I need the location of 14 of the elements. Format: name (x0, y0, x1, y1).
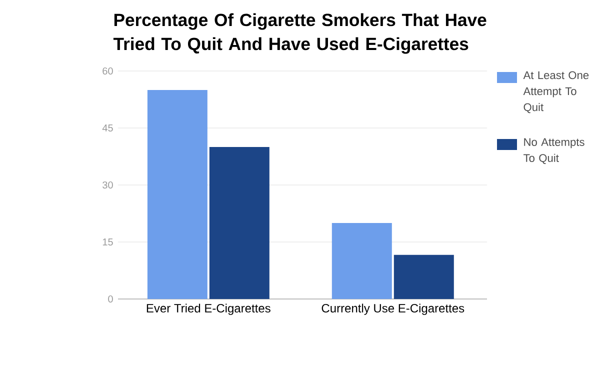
y-tick-label: 30 (102, 181, 113, 189)
y-tick-label: 15 (102, 238, 113, 246)
legend-label: No Attempts To Quit (524, 138, 584, 164)
x-tick-label: Ever Tried E-Cigarettes (146, 304, 270, 315)
bar (332, 222, 392, 299)
x-tick-label: Currently Use E-Cigarettes (322, 304, 464, 315)
bar (394, 254, 454, 299)
bar (147, 90, 208, 299)
legend-label: At Least One Attempt To Quit (523, 71, 589, 114)
bar (209, 146, 270, 299)
y-tick-label: 0 (108, 295, 113, 303)
chart-title: Percentage Of Cigarette Smokers That Have Tried To Quit And Have Used E-Cigarettes (113, 13, 486, 54)
y-tick-label: 60 (102, 67, 113, 75)
y-tick-label: 45 (102, 124, 113, 132)
